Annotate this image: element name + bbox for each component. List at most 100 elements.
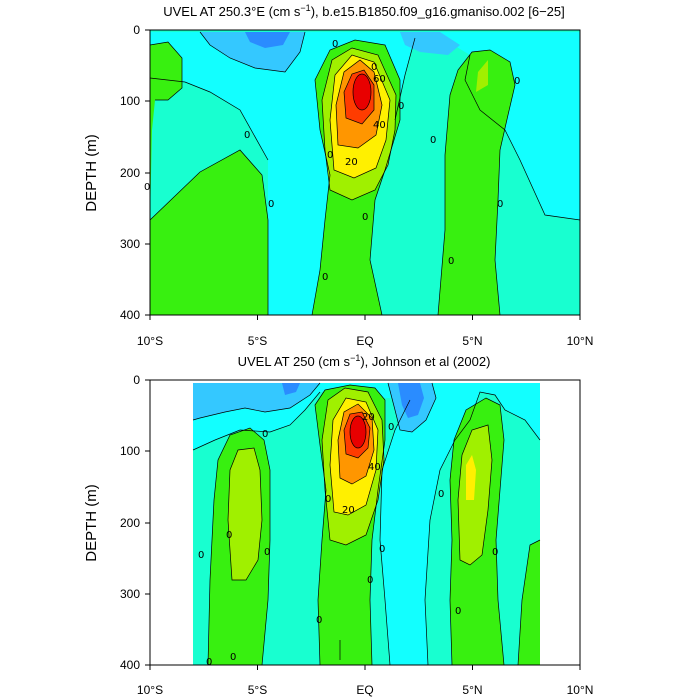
top-contour-zero-right: [437, 49, 516, 316]
top-x-tick-label: EQ: [356, 334, 373, 348]
top-contour-core-ring-1: [321, 47, 397, 201]
top-contour-label: 0: [322, 272, 328, 283]
top-contour-weak-west: [149, 77, 269, 161]
top-contour-label: 40: [373, 120, 386, 131]
top-y-axis: [145, 29, 150, 316]
top-y-tick-label: 300: [120, 237, 140, 251]
bottom-x-tick-label: 5°S: [248, 683, 267, 697]
top-x-tick-label: 10°N: [567, 334, 594, 348]
bottom-y-tick-label: 300: [120, 587, 140, 601]
panel-top: UVEL AT 250.3°E (cm s−1), b.e15.B1850.f0…: [83, 3, 593, 348]
top-contour-zero-center: [311, 39, 401, 316]
top-fill-core-max: [353, 74, 371, 110]
top-contour-label: 0: [430, 135, 436, 146]
bottom-y-axis: [145, 379, 150, 666]
bottom-contour-label: 0: [198, 550, 204, 561]
bottom-contour-label: 0: [264, 547, 270, 558]
bottom-contour-label: 0: [226, 530, 232, 541]
top-contour-label: 0: [332, 39, 338, 50]
bottom-contour-label: 0: [230, 652, 236, 663]
bottom-contour-core-ring-5: [349, 415, 367, 449]
top-fill-green-left: [150, 42, 268, 315]
bottom-contour-label: 0: [379, 544, 385, 555]
bottom-fill-lime-right: [458, 425, 492, 565]
top-contour-core-ring-2: [329, 54, 391, 179]
top-contour-label: 0: [268, 199, 274, 210]
bottom-contour-label: 0: [438, 489, 444, 500]
top-fill-lime-right: [476, 60, 488, 92]
top-contour-west-upper: [199, 31, 306, 73]
bottom-x-tick-label: 5°N: [462, 683, 482, 697]
bottom-y-tick-label: 400: [120, 658, 140, 672]
bottom-fill-west: [193, 383, 436, 432]
bottom-contour-labels: 0 0 0 0 0 0 0 0 0 0 0 0 0 0 20 20 40: [198, 412, 498, 668]
bottom-y-tick-label: 0: [133, 373, 140, 387]
bottom-contour-zero-center: [314, 384, 386, 666]
top-contour-core-ring-4: [343, 69, 375, 125]
bottom-fill-yellow-right: [466, 455, 476, 500]
bottom-contour-west: [192, 382, 437, 433]
top-y-tick-label: 400: [120, 308, 140, 322]
bottom-contour-core-ring-2: [329, 397, 379, 516]
bottom-y-axis-label: DEPTH (m): [83, 484, 100, 562]
bottom-contour-core-ring-4: [343, 411, 371, 459]
top-contour-label: 0: [497, 199, 503, 210]
bottom-contour-label: 0: [325, 494, 331, 505]
top-contour-lines: [149, 31, 581, 316]
bottom-x-tick-label: 10°N: [567, 683, 594, 697]
bottom-y-tick-label: 200: [120, 516, 140, 530]
top-x-axis: [149, 315, 581, 320]
top-x-tick-label: 5°S: [248, 334, 267, 348]
bottom-fill-green-farright: [518, 540, 540, 665]
bottom-x-tick-label: EQ: [356, 683, 373, 697]
top-contour-fill: [150, 30, 580, 315]
bottom-title: UVEL AT 250 (cm s−1), Johnson et al (200…: [238, 353, 491, 369]
bottom-contour-label: 20: [362, 412, 375, 423]
top-contour-zero-topleft: [149, 41, 183, 101]
bottom-contour-label: 0: [316, 615, 322, 626]
bottom-x-axis: [149, 665, 581, 670]
top-contour-west-right: [394, 37, 581, 221]
top-contour-label: 0: [144, 182, 150, 193]
bottom-contour-label: 0: [455, 606, 461, 617]
top-y-tick-label: 100: [120, 94, 140, 108]
top-y-tick-label: 200: [120, 166, 140, 180]
top-contour-label: 0: [398, 101, 404, 112]
bottom-contour-zero-right: [449, 397, 505, 666]
bottom-contour-lines: [192, 382, 541, 666]
bottom-y-tick-label: 100: [120, 444, 140, 458]
top-contour-label: 60: [373, 74, 386, 85]
bottom-contour-fill: [193, 383, 542, 665]
bottom-contour-core-ring-3: [337, 403, 375, 485]
top-title: UVEL AT 250.3°E (cm s−1), b.e15.B1850.f0…: [163, 3, 565, 19]
bottom-contour-core-ring-1: [321, 387, 385, 546]
top-contour-label: 0: [371, 62, 377, 73]
top-contour-core-ring-5: [352, 73, 372, 111]
bottom-contour-label: 0: [367, 575, 373, 586]
bottom-contour-label: 20: [342, 505, 355, 516]
bottom-fill-strong-west: [282, 383, 424, 418]
top-contour-zero-left: [149, 149, 269, 315]
bottom-contour-zero-farright: [517, 539, 541, 666]
bottom-contour-label: 40: [368, 462, 381, 473]
bottom-contour-label: 0: [262, 429, 268, 440]
top-contour-label: 0: [362, 212, 368, 223]
top-contour-label: 0: [448, 256, 454, 267]
top-fill-strong-west: [245, 32, 290, 48]
top-fill-green-right: [438, 50, 515, 315]
bottom-fill-green-left-inner: [228, 448, 262, 580]
top-contour-labels: 0 0 0 0 0 0 0 0 0 0 0 0 0 20 40 60: [144, 39, 520, 283]
top-contour-label: 0: [514, 76, 520, 87]
bottom-contour-label: 0: [492, 547, 498, 558]
bottom-fill-core-max: [350, 416, 366, 448]
bottom-contour-zero-left: [207, 427, 271, 666]
bottom-contour-label: 0: [206, 657, 212, 668]
top-contour-label: 20: [345, 157, 358, 168]
bottom-contour-label: 0: [388, 422, 394, 433]
top-contour-label: 0: [244, 130, 250, 141]
top-y-tick-label: 0: [133, 23, 140, 37]
bottom-contour-weak-west: [192, 391, 541, 666]
top-x-tick-label: 10°S: [137, 334, 163, 348]
bottom-contour-left-inner: [227, 447, 263, 581]
